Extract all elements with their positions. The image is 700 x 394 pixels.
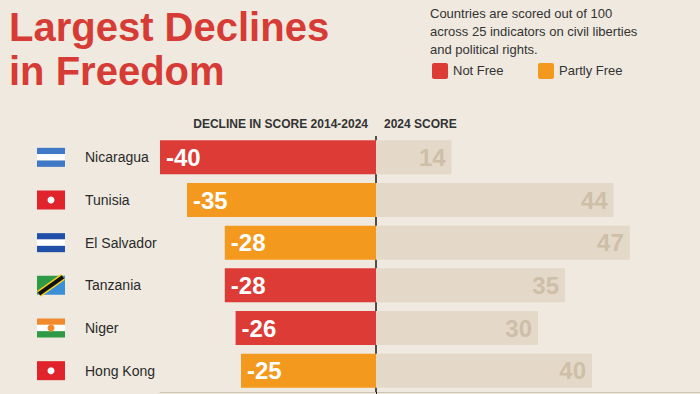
svg-text:-28: -28: [231, 229, 266, 256]
svg-text:30: 30: [505, 315, 532, 342]
svg-text:44: 44: [581, 187, 608, 214]
svg-text:-35: -35: [193, 187, 228, 214]
svg-text:14: 14: [419, 144, 446, 171]
svg-text:-28: -28: [231, 272, 266, 299]
svg-text:Nicaragua: Nicaragua: [85, 149, 149, 165]
svg-text:Partly Free: Partly Free: [559, 63, 623, 78]
svg-text:Tunisia: Tunisia: [85, 192, 130, 208]
svg-text:DECLINE IN SCORE 2014-2024: DECLINE IN SCORE 2014-2024: [193, 117, 368, 131]
svg-text:-40: -40: [166, 144, 201, 171]
svg-text:Not Free: Not Free: [453, 63, 504, 78]
svg-text:40: 40: [559, 357, 586, 384]
svg-text:Countries are scored out of 10: Countries are scored out of 100: [430, 6, 612, 21]
svg-text:35: 35: [532, 272, 559, 299]
svg-text:across 25 indicators on civil: across 25 indicators on civil liberties: [430, 24, 638, 39]
svg-text:Hong Kong: Hong Kong: [85, 363, 155, 379]
svg-text:El Salvador: El Salvador: [85, 235, 157, 251]
svg-text:Largest Declines: Largest Declines: [9, 5, 329, 49]
svg-text:-26: -26: [242, 315, 277, 342]
svg-text:Niger: Niger: [85, 320, 119, 336]
svg-text:-25: -25: [247, 357, 282, 384]
svg-text:2024 SCORE: 2024 SCORE: [384, 117, 457, 131]
svg-text:and political rights.: and political rights.: [430, 42, 538, 57]
svg-text:Tanzania: Tanzania: [85, 277, 141, 293]
svg-text:in Freedom: in Freedom: [9, 49, 225, 93]
svg-text:47: 47: [597, 229, 624, 256]
